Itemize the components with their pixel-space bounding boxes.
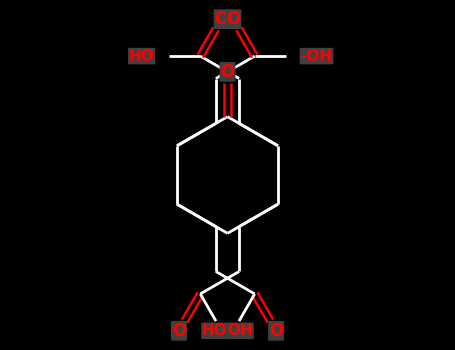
Text: OH: OH <box>227 323 253 338</box>
Text: -OH: -OH <box>300 49 333 64</box>
Text: O: O <box>269 322 283 340</box>
Text: O: O <box>214 10 229 28</box>
Text: O: O <box>220 63 235 81</box>
Text: HO: HO <box>202 323 228 338</box>
Text: HO: HO <box>129 49 155 64</box>
Text: O: O <box>226 10 241 28</box>
Text: O: O <box>172 322 186 340</box>
